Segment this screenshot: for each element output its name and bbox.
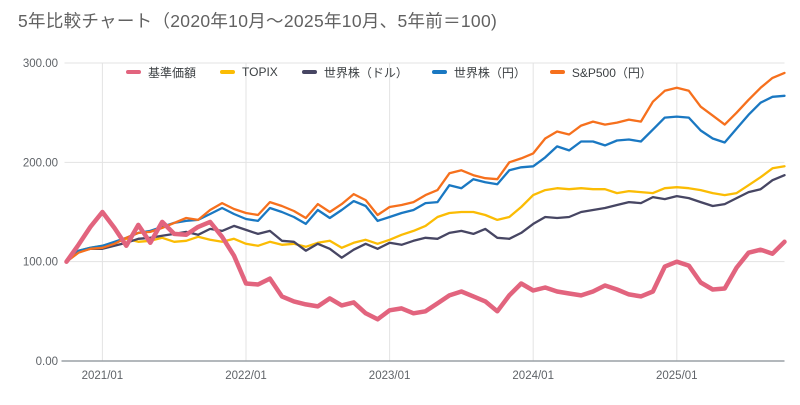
- legend-label: 基準価額: [148, 65, 197, 80]
- series-line-1: [65, 165, 786, 263]
- x-axis-tick-label: 2022/01: [225, 370, 267, 382]
- legend-item-1: TOPIX: [220, 65, 278, 79]
- series-line-0: [64, 209, 787, 322]
- y-axis-tick-label: 300.00: [23, 58, 58, 70]
- legend-swatch-icon: [220, 69, 236, 75]
- legend-swatch-icon: [431, 69, 447, 75]
- legend-swatch-icon: [549, 69, 565, 75]
- legend-item-4: S&P500（円）: [549, 64, 652, 81]
- legend-label: TOPIX: [242, 65, 278, 79]
- series-line-4: [65, 71, 786, 263]
- series-line-2: [65, 174, 786, 263]
- y-axis-tick-label: 0.00: [36, 356, 58, 368]
- legend-label: 世界株（ドル）: [323, 65, 408, 80]
- y-axis-tick-label: 100.00: [23, 257, 58, 269]
- legend-label: S&P500（円）: [571, 65, 652, 80]
- legend-label: 世界株（円）: [453, 65, 526, 80]
- chart-title: 5年比較チャート（2020年10月〜2025年10月、5年前＝100): [18, 11, 498, 31]
- x-axis-tick-label: 2025/01: [656, 370, 698, 382]
- x-axis-tick-label: 2024/01: [512, 370, 554, 382]
- y-axis-tick-label: 200.00: [23, 157, 58, 169]
- x-axis-tick-label: 2023/01: [369, 370, 411, 382]
- legend-swatch-icon: [301, 69, 317, 75]
- legend-item-2: 世界株（ドル）: [301, 64, 408, 81]
- x-axis-tick-label: 2021/01: [82, 370, 124, 382]
- legend-item-3: 世界株（円）: [431, 64, 526, 81]
- legend-swatch-icon: [126, 69, 141, 75]
- legend-item-0: 基準価額: [126, 64, 196, 81]
- series-line-3: [65, 94, 786, 263]
- chart-legend: 基準価額 TOPIX 世界株（ドル） 世界株（円） S&P500（円）: [126, 64, 652, 80]
